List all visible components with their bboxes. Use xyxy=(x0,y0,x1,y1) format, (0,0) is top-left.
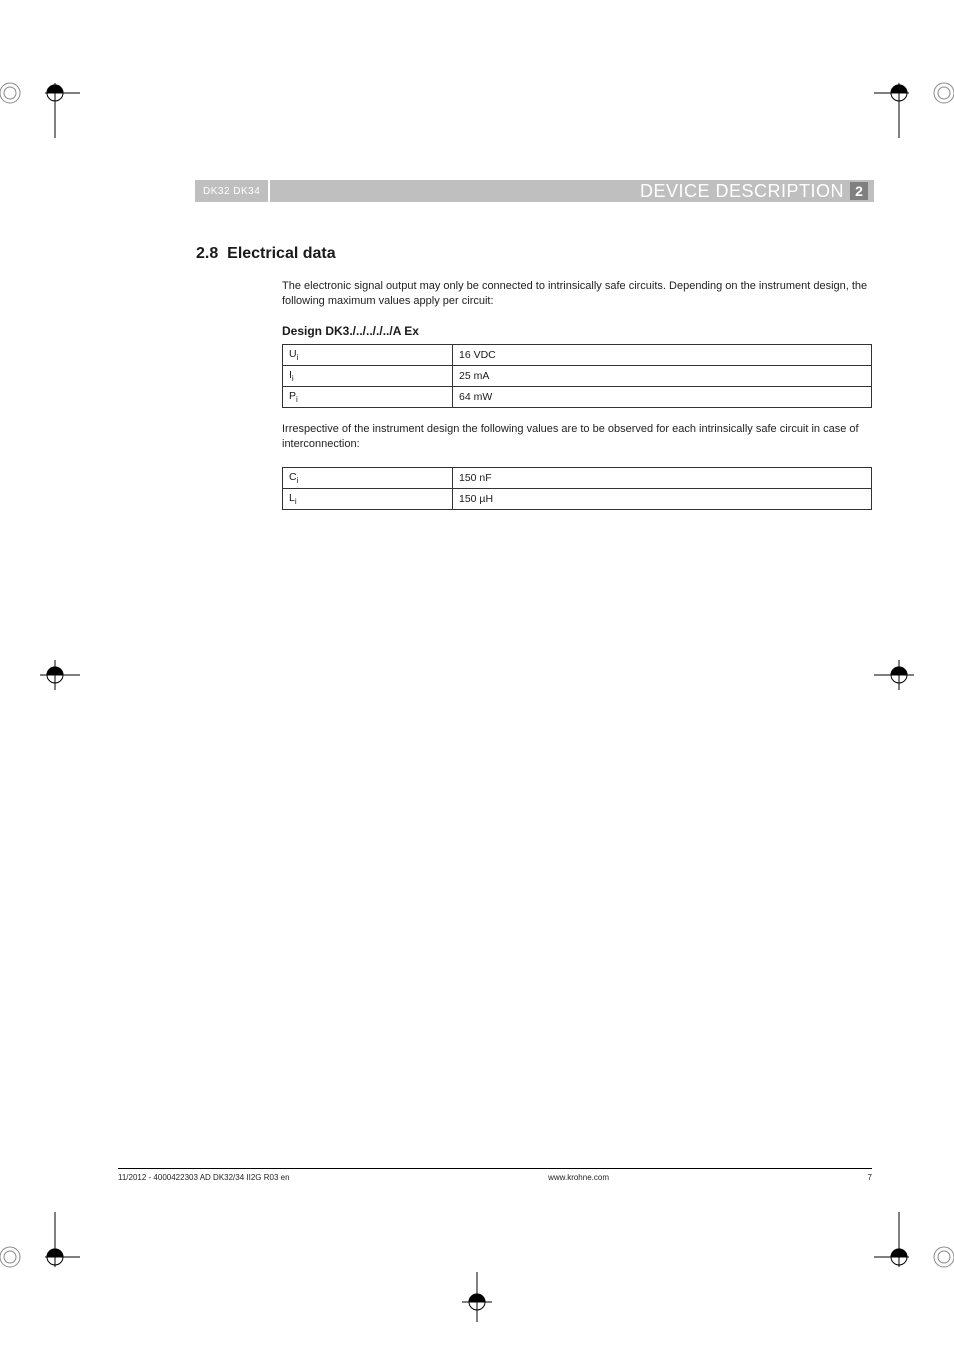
design-heading: Design DK3./../.././../A Ex xyxy=(282,324,872,338)
interconnection-table: Ci 150 nF Li 150 µH xyxy=(282,467,872,510)
symbol-cell: Pi xyxy=(283,386,453,407)
crop-mark-bottom-left xyxy=(0,1212,80,1302)
section-heading: 2.8 Electrical data xyxy=(196,245,872,263)
crop-mark-mid-left xyxy=(0,630,80,720)
header-title: DEVICE DESCRIPTION xyxy=(640,181,844,202)
page: DK32 DK34 DEVICE DESCRIPTION 2 2.8 Elect… xyxy=(0,0,954,1350)
crop-mark-bottom-center xyxy=(432,1262,522,1350)
table-row: Li 150 µH xyxy=(283,488,872,509)
table-row: Ui 16 VDC xyxy=(283,344,872,365)
footer-page-number: 7 xyxy=(868,1173,872,1182)
chapter-badge: 2 xyxy=(850,182,868,200)
intro-text: The electronic signal output may only be… xyxy=(282,279,872,310)
max-values-table: Ui 16 VDC Ii 25 mA Pi 64 mW xyxy=(282,344,872,408)
crop-mark-mid-right xyxy=(874,630,954,720)
crop-mark-bottom-right xyxy=(874,1212,954,1302)
table-row: Ci 150 nF xyxy=(283,467,872,488)
table-row: Ii 25 mA xyxy=(283,365,872,386)
content-area: 2.8 Electrical data The electronic signa… xyxy=(196,245,872,524)
value-cell: 150 µH xyxy=(453,488,872,509)
section-title: Electrical data xyxy=(227,245,336,262)
footer-row: 11/2012 - 4000422303 AD DK32/34 II2G R03… xyxy=(118,1173,872,1182)
product-tag: DK32 DK34 xyxy=(195,180,268,202)
page-header: DK32 DK34 DEVICE DESCRIPTION 2 xyxy=(195,180,874,202)
table-row: Pi 64 mW xyxy=(283,386,872,407)
symbol-cell: Ui xyxy=(283,344,453,365)
value-cell: 25 mA xyxy=(453,365,872,386)
value-cell: 150 nF xyxy=(453,467,872,488)
symbol-cell: Ii xyxy=(283,365,453,386)
crop-mark-top-left xyxy=(0,48,80,138)
header-bar: DEVICE DESCRIPTION 2 xyxy=(270,180,874,202)
symbol-cell: Li xyxy=(283,488,453,509)
value-cell: 16 VDC xyxy=(453,344,872,365)
symbol-cell: Ci xyxy=(283,467,453,488)
page-footer: 11/2012 - 4000422303 AD DK32/34 II2G R03… xyxy=(118,1168,872,1182)
footer-doc-id: 11/2012 - 4000422303 AD DK32/34 II2G R03… xyxy=(118,1173,290,1182)
section-number: 2.8 xyxy=(196,245,218,262)
crop-mark-top-right xyxy=(874,48,954,138)
value-cell: 64 mW xyxy=(453,386,872,407)
footer-rule xyxy=(118,1168,872,1169)
footer-url: www.krohne.com xyxy=(290,1173,868,1182)
mid-text: Irrespective of the instrument design th… xyxy=(282,422,872,453)
